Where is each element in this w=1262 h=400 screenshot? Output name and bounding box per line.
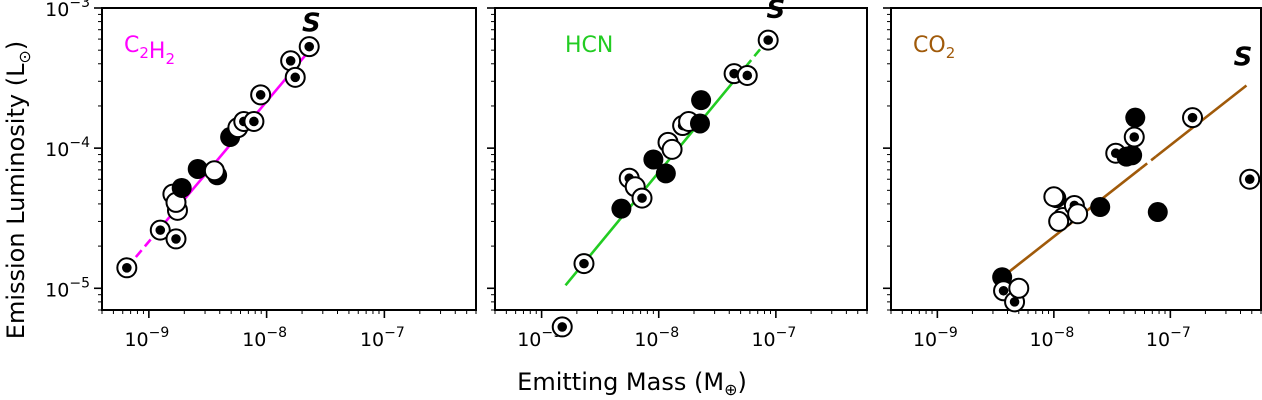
star-annotation: S [302, 8, 321, 38]
x-tick-label: 10−7 [360, 325, 405, 351]
x-tick-label: 10−8 [634, 325, 679, 351]
data-point-filled [643, 149, 664, 170]
data-point-open [203, 160, 225, 182]
data-point-dot [998, 285, 1009, 296]
star-annotation: S [1234, 42, 1253, 72]
data-point-filled [1125, 107, 1146, 128]
data-point-dot [742, 70, 753, 81]
fit-line [564, 66, 747, 287]
data-point-dot [285, 55, 296, 66]
data-point-dot [729, 68, 739, 79]
data-point-dot [290, 72, 301, 83]
species-label: HCN [565, 33, 613, 58]
data-point-filled [611, 198, 632, 219]
data-point-open [1067, 203, 1089, 225]
data-point-dot [557, 322, 568, 332]
panel-co2: 10−9 10−8 10−7 CO2 S [883, 7, 1262, 351]
data-point-filled [655, 163, 676, 184]
x-tick-label: 10−7 [751, 325, 796, 351]
data-point-open [1043, 186, 1065, 208]
y-axis-label: Emission Luminosity (L⊙) [2, 41, 34, 339]
x-tick-label: 10−9 [517, 325, 562, 351]
species-label: C2H2 [124, 33, 175, 68]
y-tick-label: 10−5 [45, 275, 90, 301]
data-point-filled [1090, 197, 1111, 218]
data-point-filled [689, 113, 710, 134]
data-point-dot [1129, 132, 1140, 142]
species-label: CO2 [913, 33, 955, 62]
data-point-dot [249, 116, 259, 127]
data-point-dot [255, 90, 266, 100]
data-point-dot [171, 234, 181, 244]
data-point-filled [1147, 202, 1168, 223]
data-point-dot [304, 41, 315, 52]
data-point-dot [155, 225, 166, 235]
data-point-dot [579, 258, 589, 269]
panel-hcn: 10−9 10−8 10−7 HCN S [487, 0, 868, 351]
data-point-open [1008, 277, 1030, 299]
data-point-open [661, 138, 683, 160]
star-annotation: S [766, 0, 785, 25]
x-tick-label: 10−9 [913, 325, 958, 351]
data-point-open [1048, 210, 1070, 232]
axes-frame [890, 7, 1262, 311]
x-tick-label: 10−8 [242, 325, 287, 351]
data-point-dot [1244, 174, 1255, 185]
axes-frame [101, 7, 477, 311]
svg-text:Emission Luminosity (L⊙): Emission Luminosity (L⊙) [2, 41, 34, 339]
y-tick-label: 10−4 [45, 135, 90, 161]
data-point-filled [1122, 145, 1143, 166]
data-point-dot [122, 263, 132, 273]
x-tick-label: 10−9 [124, 325, 169, 351]
panel-c2h2: 10−9 10−8 10−7 10−5 10−4 10−3 C2H2 S [45, 0, 477, 351]
data-point-dot [637, 193, 647, 203]
y-tick-label: 10−3 [45, 0, 90, 21]
axes-frame [494, 7, 868, 311]
data-point-dot [763, 35, 773, 45]
x-tick-label: 10−8 [1029, 325, 1074, 351]
data-point-filled [691, 90, 712, 111]
data-point-dot [1187, 112, 1198, 123]
data-point-dot [1009, 297, 1020, 307]
x-axis-label: Emitting Mass (M⊕) [517, 368, 747, 399]
fit-line-dashed [1139, 155, 1157, 170]
data-point-filled [171, 177, 192, 198]
data-point-filled [187, 158, 208, 179]
x-tick-label: 10−7 [1146, 325, 1191, 351]
